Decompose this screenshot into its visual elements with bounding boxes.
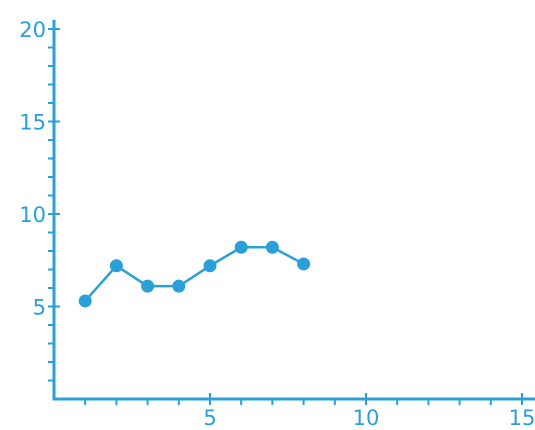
- x-tick-label: 10: [353, 406, 380, 430]
- data-point: [297, 257, 311, 271]
- data-point: [265, 240, 279, 254]
- series-line: [84, 246, 305, 302]
- x-tick-labels: 5 10 15: [203, 406, 535, 430]
- x-tick-label: 5: [203, 406, 216, 430]
- series-layer: [78, 240, 311, 308]
- y-tick-labels: 5 10 15 20: [19, 18, 46, 320]
- x-tick-label: 15: [509, 406, 535, 430]
- data-point: [172, 279, 186, 293]
- data-point: [203, 259, 217, 273]
- data-point: [78, 294, 92, 308]
- y-tick-label: 20: [19, 18, 46, 42]
- data-point: [141, 279, 155, 293]
- y-ticks: [48, 28, 60, 382]
- data-point: [109, 259, 123, 273]
- y-tick-label: 15: [19, 111, 46, 135]
- x-ticks: [84, 393, 523, 405]
- data-point: [234, 240, 248, 254]
- y-tick-label: 10: [19, 203, 46, 227]
- y-tick-label: 5: [33, 296, 46, 320]
